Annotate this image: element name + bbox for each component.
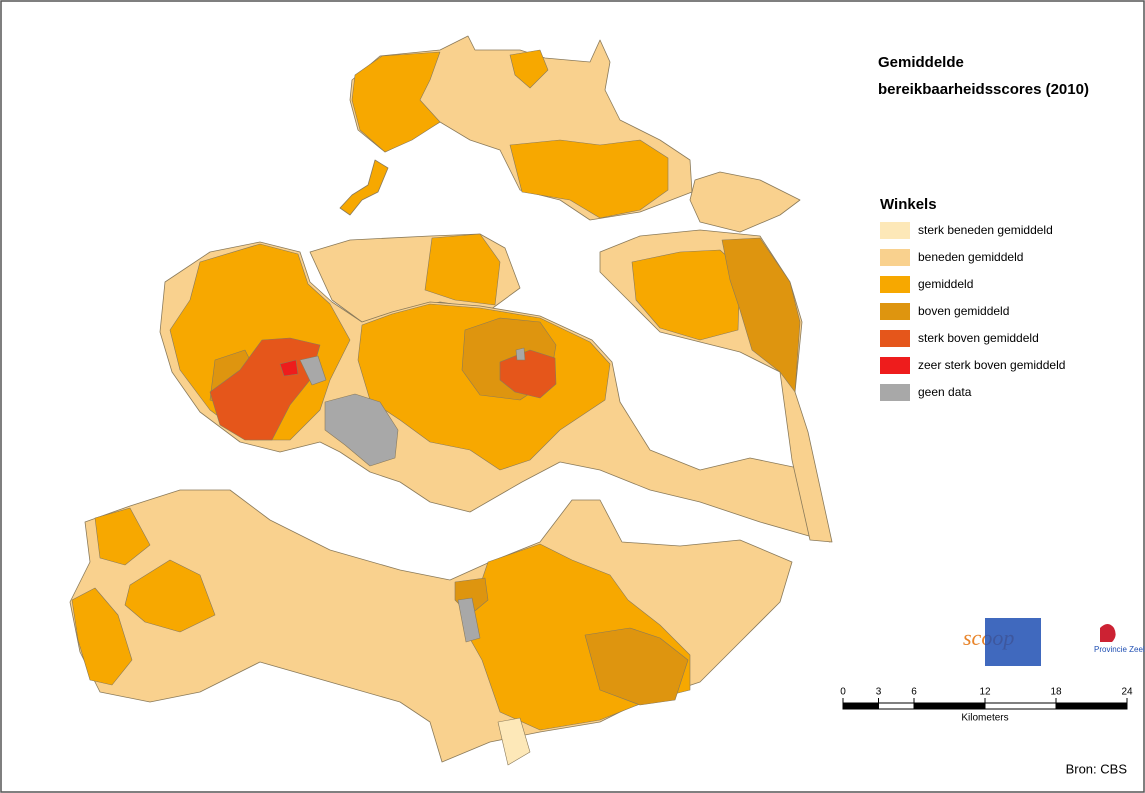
region bbox=[424, 233, 501, 306]
scale-label: 6 bbox=[911, 687, 917, 698]
source: Bron: CBS bbox=[1066, 761, 1128, 776]
region bbox=[339, 159, 389, 216]
region bbox=[509, 49, 549, 89]
logo-text: Provincie Zeeland bbox=[1094, 645, 1145, 654]
map bbox=[69, 35, 833, 766]
region bbox=[584, 627, 689, 706]
region bbox=[279, 359, 299, 377]
scale-label: 0 bbox=[840, 687, 846, 698]
legend-swatch bbox=[880, 249, 910, 266]
legend-swatch bbox=[880, 276, 910, 293]
scale-label: 12 bbox=[979, 687, 991, 698]
region bbox=[509, 139, 669, 219]
region bbox=[499, 349, 557, 399]
legend-label: zeer sterk boven gemiddeld bbox=[918, 358, 1065, 372]
region bbox=[721, 237, 801, 393]
scale-segment bbox=[914, 703, 985, 709]
region bbox=[71, 587, 133, 686]
scale-bar: 0 3 6 12 18 24 Kilometers bbox=[840, 687, 1133, 724]
map-title: Gemiddelde bbox=[878, 54, 964, 71]
region bbox=[124, 559, 216, 633]
legend-label: gemiddeld bbox=[918, 277, 973, 291]
scale-label: 24 bbox=[1121, 687, 1133, 698]
legend-label: boven gemiddeld bbox=[918, 304, 1009, 318]
region bbox=[515, 347, 526, 361]
region bbox=[689, 171, 801, 233]
legend-swatch bbox=[880, 303, 910, 320]
region bbox=[457, 597, 481, 643]
region bbox=[497, 717, 531, 766]
logo-icon bbox=[1100, 624, 1116, 642]
map-title: bereikbaarheidsscores (2010) bbox=[878, 81, 1089, 98]
legend-swatch bbox=[880, 330, 910, 347]
scale-segment bbox=[1056, 703, 1127, 709]
legend-label: sterk boven gemiddeld bbox=[918, 331, 1039, 345]
logo-province: Provincie Zeeland bbox=[1094, 624, 1145, 654]
legend-label: geen data bbox=[918, 385, 972, 399]
region bbox=[631, 249, 741, 341]
logo-block bbox=[985, 618, 1041, 666]
scale-label: 18 bbox=[1050, 687, 1062, 698]
legend-label: sterk beneden gemiddeld bbox=[918, 223, 1053, 237]
scale-segment bbox=[843, 703, 879, 709]
region bbox=[351, 51, 441, 153]
legend-swatch bbox=[880, 222, 910, 239]
scale-unit: Kilometers bbox=[961, 713, 1008, 724]
scale-label: 3 bbox=[876, 687, 882, 698]
region bbox=[324, 393, 399, 467]
legend-swatch bbox=[880, 357, 910, 374]
region bbox=[94, 507, 151, 566]
legend-title: Winkels bbox=[880, 196, 937, 213]
region bbox=[299, 355, 327, 386]
legend-swatch bbox=[880, 384, 910, 401]
logo-scoop: scoop bbox=[963, 618, 1041, 666]
legend-label: beneden gemiddeld bbox=[918, 250, 1023, 264]
legend: sterk beneden gemiddeld beneden gemiddeld… bbox=[880, 222, 1065, 401]
